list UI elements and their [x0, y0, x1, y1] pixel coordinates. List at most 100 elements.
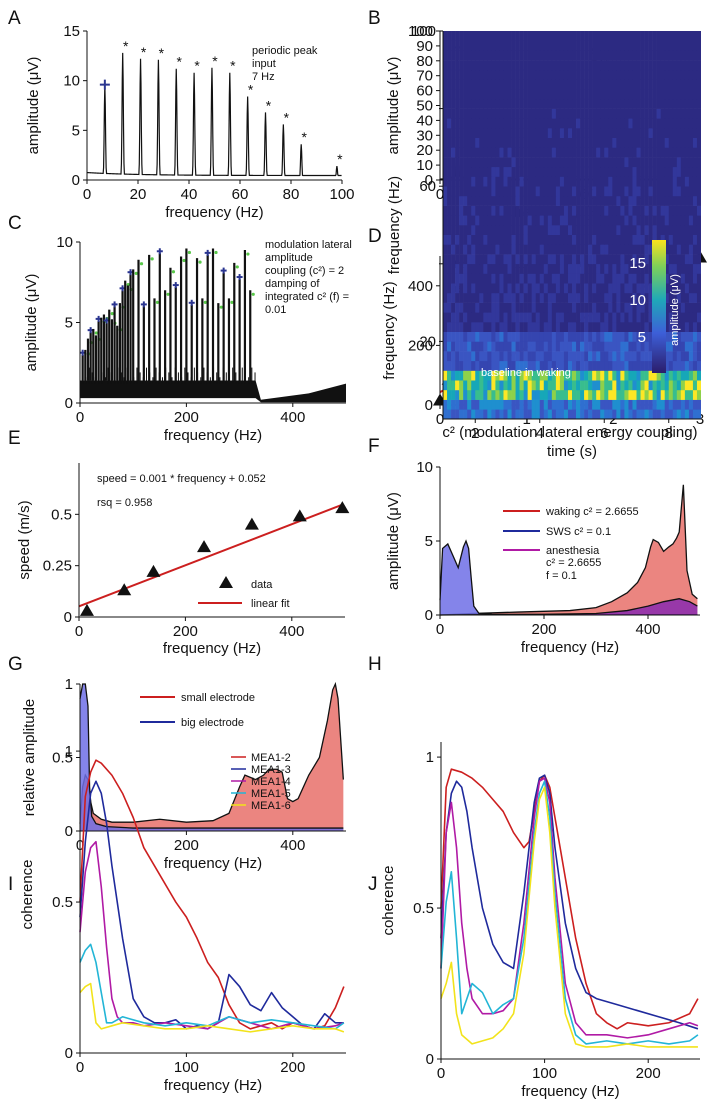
heatmap-cell [547, 360, 553, 371]
heatmap-cell [479, 312, 484, 323]
heatmap-cell [523, 312, 528, 323]
heatmap-cell [567, 341, 573, 352]
heatmap-cell [507, 302, 512, 313]
heatmap-cell [527, 31, 532, 41]
heatmap-cell [620, 215, 625, 226]
heatmap-cell [580, 195, 585, 206]
heatmap-cell [604, 195, 609, 206]
heatmap-cell [588, 389, 593, 400]
heatmap-cell [640, 254, 645, 265]
blue-plus-marker [220, 267, 227, 274]
heatmap-cell [688, 60, 694, 71]
heatmap-cell [596, 157, 601, 168]
heatmap-cell [684, 118, 690, 129]
heatmap-cell [572, 254, 577, 265]
heatmap-cell [624, 234, 629, 245]
heatmap-cell [563, 50, 569, 61]
heatmap-cell [491, 69, 496, 80]
heatmap-cell [620, 263, 625, 274]
heatmap-cell [511, 31, 516, 41]
heatmap-cell [672, 108, 678, 119]
heatmap-cell [503, 215, 508, 226]
heatmap-cell [451, 283, 456, 294]
heatmap-cell [628, 40, 633, 51]
heatmap-cell [475, 244, 480, 255]
heatmap-cell [616, 360, 621, 371]
heatmap-cell [559, 302, 565, 313]
green-star-marker [139, 262, 144, 266]
heatmap-cell [467, 98, 472, 109]
heatmap-cell [644, 186, 649, 197]
heatmap-cell [580, 157, 585, 168]
heatmap-cell [515, 409, 520, 419]
heatmap-cell [608, 351, 613, 362]
heatmap-cell [632, 215, 637, 226]
heatmap-cell [487, 147, 492, 158]
heatmap-cell [616, 118, 621, 129]
heatmap-cell [576, 89, 581, 100]
heatmap-cell [616, 341, 621, 352]
heatmap-cell [455, 312, 460, 323]
heatmap-cell [527, 50, 532, 61]
heatmap-cell [640, 50, 645, 61]
annotation-line: modulation lateral [265, 239, 352, 251]
heatmap-cell [688, 370, 694, 381]
heatmap-cell [620, 331, 625, 342]
heatmap-cell [495, 331, 500, 342]
heatmap-cell [447, 234, 452, 245]
heatmap-cell [572, 292, 577, 303]
heatmap-cell [463, 292, 468, 303]
heatmap-cell [463, 98, 468, 109]
heatmap-cell [628, 225, 633, 235]
heatmap-cell [543, 351, 549, 362]
heatmap-cell [572, 186, 577, 197]
heatmap-cell [588, 244, 593, 255]
heatmap-cell [644, 380, 649, 391]
heatmap-cell [628, 351, 633, 362]
heatmap-cell [628, 166, 633, 177]
heatmap-cell [527, 98, 532, 109]
heatmap-cell [636, 195, 641, 206]
heatmap-cell [636, 166, 641, 177]
heatmap-cell [463, 60, 468, 71]
heatmap-cell [588, 409, 593, 419]
heatmap-cell [515, 302, 520, 313]
heatmap-cell [680, 254, 686, 265]
heatmap-cell [612, 244, 617, 255]
y-tick-label: 1 [426, 749, 434, 766]
heatmap-cell [632, 244, 637, 255]
heatmap-cell [563, 331, 569, 342]
heatmap-cell [463, 40, 468, 51]
heatmap-cell [636, 351, 641, 362]
heatmap-cell [680, 360, 686, 371]
heatmap-cell [515, 331, 520, 342]
heatmap-cell [479, 292, 484, 303]
heatmap-cell [535, 157, 541, 168]
heatmap-cell [676, 31, 682, 41]
heatmap-cell [600, 118, 605, 129]
heatmap-cell [584, 205, 589, 216]
heatmap-cell [567, 244, 573, 255]
heatmap-cell [596, 370, 601, 381]
heatmap-cell [672, 389, 678, 400]
heatmap-cell [519, 322, 524, 332]
heatmap-cell [676, 147, 682, 158]
heatmap-cell [632, 40, 637, 51]
heatmap-cell [479, 60, 484, 71]
heatmap-cell [696, 273, 701, 284]
green-star-marker [203, 300, 207, 304]
heatmap-cell [443, 302, 448, 313]
heatmap-cell [648, 341, 653, 352]
heatmap-cell [567, 118, 573, 129]
heatmap-cell [467, 331, 472, 342]
heatmap-cell [467, 360, 472, 371]
heatmap-cell [507, 166, 512, 177]
heatmap-cell [467, 234, 472, 245]
heatmap-cell [620, 302, 625, 313]
heatmap-cell [616, 409, 621, 419]
heatmap-cell [632, 205, 637, 216]
heatmap-cell [660, 166, 666, 177]
heatmap-cell [672, 137, 678, 148]
heatmap-cell [676, 244, 682, 255]
heatmap-cell [656, 118, 661, 129]
